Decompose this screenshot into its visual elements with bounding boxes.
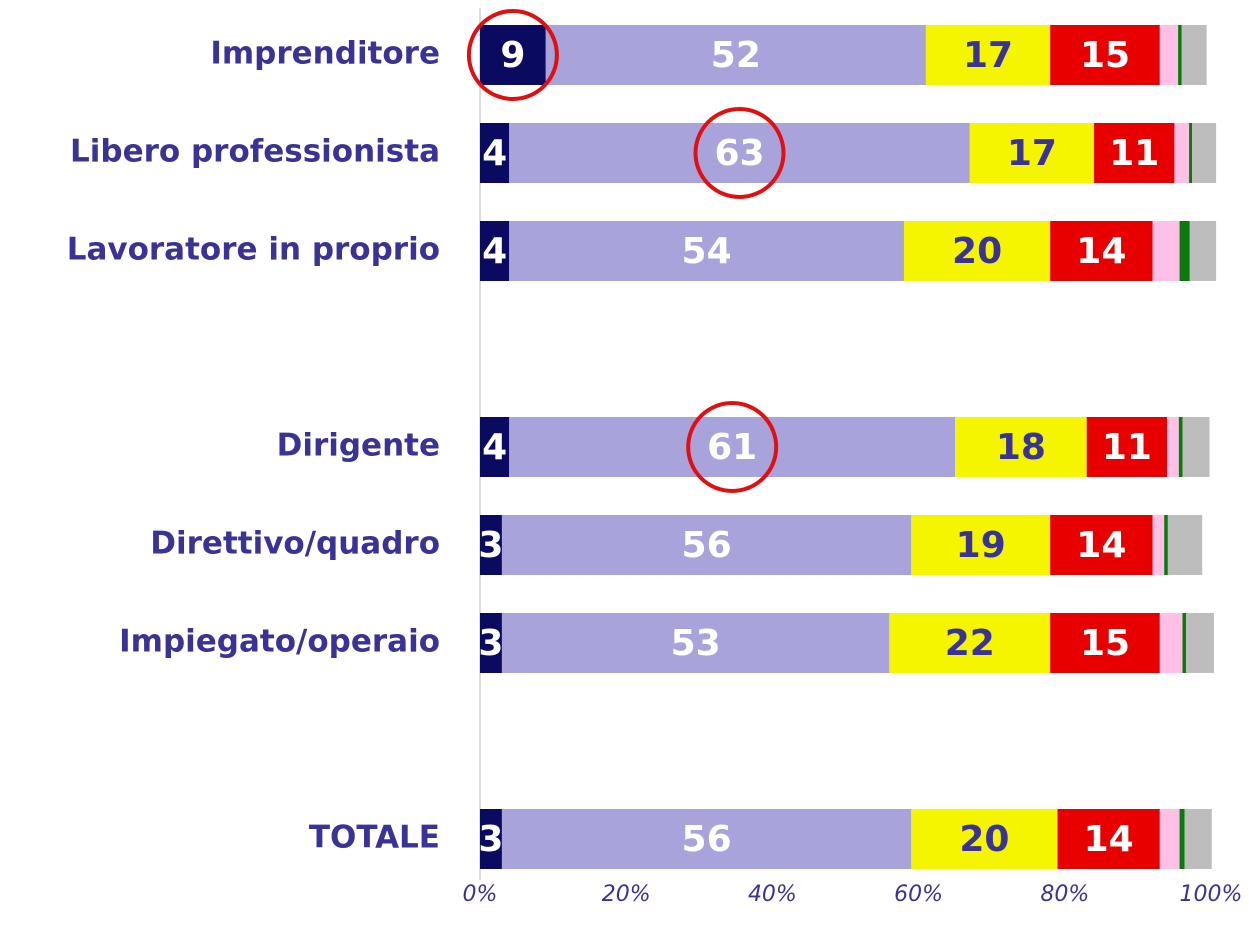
bar-segment (480, 515, 502, 575)
bar-segment (969, 123, 1095, 183)
bar-segment (1178, 25, 1182, 85)
data-label: 11 (1109, 133, 1159, 174)
bar-segment (911, 515, 1051, 575)
bar-segment (501, 515, 912, 575)
bar-segment (1179, 221, 1190, 281)
bar-segment (1191, 123, 1217, 183)
data-label: 52 (711, 35, 761, 76)
data-label: 15 (1080, 35, 1130, 76)
bar-segment (1167, 515, 1203, 575)
bar-segment (1178, 417, 1183, 477)
bar-segment (1159, 613, 1183, 673)
category-label: Libero professionista (70, 134, 440, 170)
bar-segment (1057, 809, 1160, 869)
data-label: 56 (682, 525, 732, 566)
bar-segment (480, 221, 510, 281)
bar-segment (509, 417, 956, 477)
bar-segment (1050, 25, 1160, 85)
bar-segment (1159, 809, 1180, 869)
bar-segment (480, 613, 502, 673)
data-label: 3 (478, 623, 503, 664)
data-label: 17 (963, 35, 1013, 76)
bar-segment (1181, 25, 1207, 85)
bar-segment (1159, 25, 1179, 85)
bar-segment (925, 25, 1051, 85)
data-label: 14 (1076, 525, 1126, 566)
data-label: 17 (1007, 133, 1057, 174)
data-label: 4 (482, 133, 507, 174)
bar-segment (501, 809, 912, 869)
category-label: Imprenditore (210, 36, 440, 72)
bar-segment (903, 221, 1051, 281)
bar-segment (1050, 515, 1153, 575)
x-tick-label: 80% (1040, 882, 1089, 907)
bar-segment (480, 809, 502, 869)
data-label: 14 (1076, 231, 1126, 272)
data-label: 53 (671, 623, 721, 664)
x-tick-label: 60% (894, 882, 943, 907)
x-tick-label: 40% (748, 882, 797, 907)
data-label: 19 (956, 525, 1006, 566)
bar-segment (501, 613, 890, 673)
data-label: 15 (1080, 623, 1130, 664)
data-label: 20 (959, 819, 1009, 860)
data-label: 22 (945, 623, 995, 664)
bar-segment (1189, 221, 1217, 281)
bar-segment (1186, 613, 1214, 673)
x-tick-label: 0% (463, 882, 498, 907)
bar-segment (1179, 809, 1185, 869)
data-label: 4 (482, 231, 507, 272)
highlight-circle (466, 9, 559, 101)
bar-segment (480, 417, 510, 477)
highlight-circle (693, 107, 786, 199)
data-label: 4 (482, 427, 507, 468)
x-tick-label: 20% (602, 882, 651, 907)
bar-segment (1152, 515, 1165, 575)
category-label: TOTALE (309, 820, 440, 856)
bar-segment (480, 25, 546, 85)
data-label: 61 (707, 427, 757, 468)
bar-segment (1152, 221, 1180, 281)
bar-segment (509, 221, 904, 281)
bar-segment (480, 123, 510, 183)
data-label: 14 (1084, 819, 1134, 860)
bar-segment (1094, 123, 1175, 183)
data-label: 54 (682, 231, 732, 272)
bar-segment (1050, 221, 1153, 281)
category-label: Lavoratore in proprio (67, 232, 440, 268)
bar-segment (1167, 417, 1179, 477)
highlight-circle (686, 401, 779, 493)
data-label: 20 (952, 231, 1002, 272)
data-label: 3 (478, 525, 503, 566)
data-label: 18 (996, 427, 1046, 468)
category-label: Direttivo/quadro (150, 526, 440, 562)
bar-segment (1184, 809, 1212, 869)
x-tick-label: 100% (1180, 882, 1243, 907)
data-label: 3 (478, 819, 503, 860)
data-label: 56 (682, 819, 732, 860)
data-label: 9 (500, 35, 525, 76)
bar-segment (1164, 515, 1168, 575)
data-label: 11 (1102, 427, 1152, 468)
data-label: 63 (714, 133, 764, 174)
bar-segment (1086, 417, 1168, 477)
bar-segment (1174, 123, 1190, 183)
category-label: Impiegato/operaio (119, 624, 440, 660)
bar-segment (955, 417, 1087, 477)
bar-segment (1189, 123, 1192, 183)
bar-segment (1050, 613, 1160, 673)
category-label: Dirigente (277, 428, 440, 464)
bar-segment (1182, 417, 1210, 477)
bar-segment (889, 613, 1051, 673)
bar-segment (509, 123, 970, 183)
bar-segment (545, 25, 926, 85)
bar-segment (911, 809, 1058, 869)
bar-segment (1182, 613, 1187, 673)
